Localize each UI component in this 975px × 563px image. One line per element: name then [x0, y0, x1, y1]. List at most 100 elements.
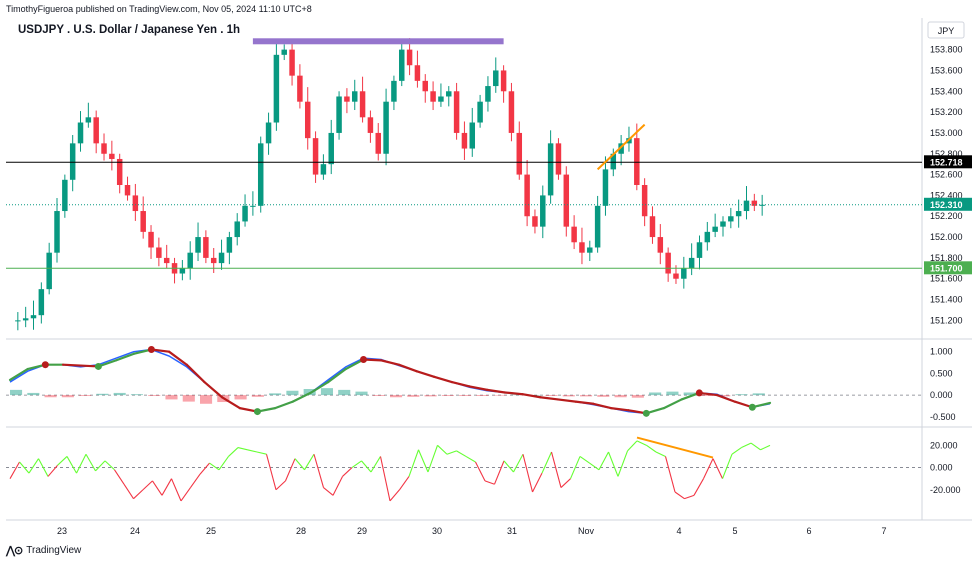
oscillator-segment [550, 451, 562, 488]
candle-body [634, 138, 640, 185]
oscillator-segment [607, 451, 619, 477]
candle-body [579, 242, 585, 253]
candle-body [618, 143, 624, 154]
oscillator-segment [265, 454, 277, 490]
macd-histogram-bar [338, 389, 351, 396]
macd-histogram-bar [545, 395, 558, 396]
candle-body [62, 179, 68, 212]
oscillator-segment [104, 460, 115, 471]
candle-body [516, 132, 523, 175]
oscillator-segment [85, 453, 96, 472]
oscillator-segment [313, 454, 325, 488]
oscillator-segment [332, 476, 343, 496]
oscillator-segment [379, 456, 391, 502]
oscillator-segment [750, 442, 761, 451]
candle-body [187, 252, 193, 269]
oscillator-segment [731, 447, 742, 455]
candle-body [210, 257, 217, 264]
signal-line-segment [486, 388, 506, 394]
oscillator-segment [323, 487, 334, 496]
footer[interactable]: ⋀⊙ TradingView [6, 544, 81, 557]
publisher-header: TimothyFigueroa published on TradingView… [6, 4, 312, 14]
oscillator-segment [209, 462, 220, 471]
candle-body [681, 268, 687, 279]
price-pane[interactable] [6, 38, 922, 331]
oscillator-segment [199, 462, 210, 475]
candle-body [148, 231, 154, 248]
candle-body [242, 205, 248, 222]
candle-body [728, 216, 734, 222]
candle-body [179, 268, 186, 274]
candle-body [759, 204, 765, 206]
macd-histogram-bar [752, 393, 765, 396]
time-tick-label: 7 [881, 526, 886, 536]
candle-body [124, 185, 131, 196]
rsi-tick-label: -20.000 [930, 485, 961, 495]
oscillator-segment [541, 451, 553, 474]
signal-line-segment [220, 396, 241, 410]
signal-line-segment [309, 380, 330, 395]
price-label: 152.718 [930, 157, 963, 167]
price-label-box [924, 155, 972, 169]
oscillator-segment [28, 458, 39, 474]
candle-body [226, 237, 233, 253]
oscillator-segment [627, 440, 638, 452]
footer-brand: TradingView [26, 545, 82, 556]
oscillator-segment [703, 458, 714, 479]
oscillator-segment [304, 453, 315, 471]
candle-body [602, 169, 609, 206]
macd-histogram-bar [182, 395, 195, 402]
oscillator-segment [247, 449, 258, 453]
oscillator-segment [180, 487, 191, 502]
macd-histogram-bar [372, 395, 385, 396]
oscillator-segment [95, 460, 106, 472]
time-tick-label: 4 [676, 526, 681, 536]
macd-histogram-bar [700, 395, 713, 396]
candle-body [250, 205, 256, 207]
rsi-pane[interactable] [6, 436, 922, 502]
oscillator-segment [342, 467, 353, 477]
oscillator-segment [284, 458, 296, 482]
price-tick-label: 151.600 [930, 274, 963, 284]
candle-body [657, 237, 664, 253]
oscillator-trendline [636, 436, 714, 459]
candle-body [273, 54, 280, 123]
macd-pane[interactable] [6, 346, 922, 417]
oscillator-segment [370, 456, 381, 473]
candle-body [438, 96, 444, 102]
oscillator-segment [228, 447, 239, 457]
price-tick-label: 152.200 [930, 211, 963, 221]
candle-body [532, 216, 538, 227]
oscillator-segment [532, 472, 543, 493]
macd-histogram-bar [165, 395, 178, 400]
candle-body [500, 70, 507, 92]
macd-cross-dot [94, 362, 102, 370]
macd-histogram-bar [286, 390, 299, 396]
oscillator-segment [152, 480, 163, 496]
symbol-title[interactable]: USDJPY . U.S. Dollar / Japanese Yen . 1h [18, 24, 241, 36]
time-axis[interactable]: 23 24 25 28 29 30 31 Nov 4 5 6 7 [57, 526, 887, 536]
oscillator-segment [161, 478, 172, 496]
price-tick-label: 153.000 [930, 128, 963, 138]
candle-body [132, 195, 139, 212]
oscillator-segment [351, 460, 362, 469]
macd-histogram-bar [96, 393, 109, 396]
candle-body [54, 211, 60, 253]
oscillator-segment [437, 444, 448, 455]
macd-line [9, 348, 771, 415]
oscillator-segment [513, 453, 524, 473]
macd-histogram-bar [580, 395, 593, 397]
price-tick-label: 152.800 [930, 149, 963, 159]
oscillator-segment [465, 455, 476, 463]
price-tick-label: 153.200 [930, 107, 963, 117]
oscillator-segment [598, 451, 609, 471]
candle-body [641, 185, 648, 217]
macd-histogram-bar [631, 395, 644, 398]
currency-label: JPY [938, 26, 955, 36]
macd-histogram-bar [614, 395, 627, 398]
last-price-box [924, 197, 972, 211]
candle-body [69, 143, 76, 180]
candle-body [704, 231, 711, 243]
price-axis[interactable]: JPY 151.200 151.400 151.600 151.800 152.000 15… [924, 21, 972, 495]
